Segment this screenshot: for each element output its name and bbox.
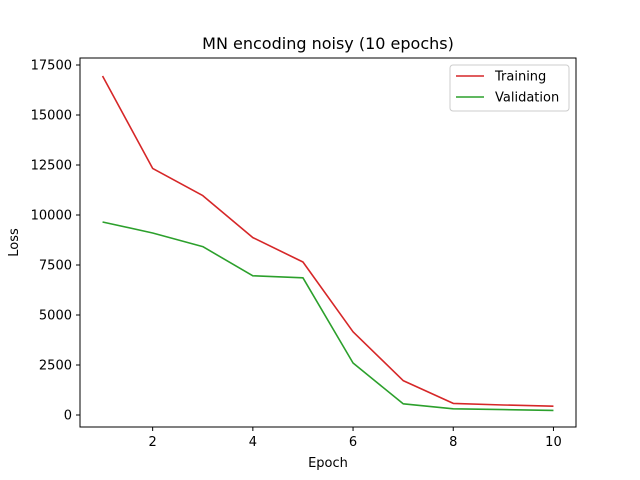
series-line-training: [101, 75, 554, 407]
y-tick-label: 12500: [31, 159, 72, 174]
y-tick-label: 10000: [31, 209, 72, 224]
y-tick-label: 2500: [39, 359, 72, 374]
y-axis: 0 2500 5000 7500 10000 12500 15000 17500: [31, 59, 80, 424]
legend-items: Training Validation: [456, 70, 559, 106]
x-tick-label: 6: [349, 435, 357, 450]
x-tick-label: 8: [449, 435, 457, 450]
chart-title: MN encoding noisy (10 epochs): [202, 34, 454, 53]
y-tick-label: 7500: [39, 259, 72, 274]
y-tick-label: 17500: [31, 59, 72, 74]
y-axis-label: Loss: [7, 228, 22, 257]
y-tick-label: 15000: [31, 109, 72, 124]
x-tick-label: 4: [249, 435, 257, 450]
x-tick-label: 2: [149, 435, 157, 450]
y-tick-label: 5000: [39, 309, 72, 324]
plot-area: [79, 57, 577, 428]
y-tick-label: 0: [64, 409, 72, 424]
axes-frame: [79, 57, 577, 428]
series-layer: [101, 75, 554, 412]
x-tick-label: 10: [545, 435, 562, 450]
x-axis: 2 4 6 8 10: [149, 427, 562, 450]
x-axis-label: Epoch: [308, 456, 348, 471]
legend-label-training: Training: [494, 70, 546, 85]
legend: Training Validation: [449, 64, 570, 112]
legend-label-validation: Validation: [495, 91, 559, 106]
series-line-validation: [102, 221, 554, 412]
